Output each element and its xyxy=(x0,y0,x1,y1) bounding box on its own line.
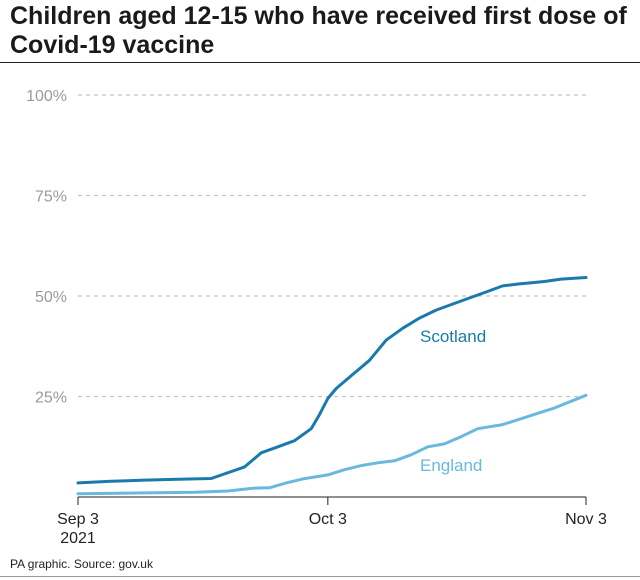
x-tick-label-0: Sep 3 xyxy=(57,511,99,528)
series-label-england: England xyxy=(420,456,482,475)
y-tick-label-50: 50% xyxy=(35,289,67,306)
series-line-scotland xyxy=(76,276,588,485)
source-note: PA graphic. Source: gov.uk xyxy=(10,557,153,571)
line-chart: 25% 50% 75% 100% Sep 3 2021 Oct 3 Nov 3 Scotland… xyxy=(26,88,607,547)
chart-title: Children aged 12-15 who have received fi… xyxy=(10,2,627,59)
x-tick-label-1: Oct 3 xyxy=(309,511,347,528)
series-line-england xyxy=(76,393,588,496)
footer-divider xyxy=(0,576,640,577)
y-tick-label-100: 100% xyxy=(26,88,67,105)
x-tick-label-2: Nov 3 xyxy=(565,511,607,528)
title-divider xyxy=(0,62,640,63)
y-tick-label-25: 25% xyxy=(35,390,67,407)
x-tick-sublabel-0: 2021 xyxy=(60,530,96,547)
series-label-scotland: Scotland xyxy=(420,327,486,346)
y-tick-label-75: 75% xyxy=(35,189,67,206)
